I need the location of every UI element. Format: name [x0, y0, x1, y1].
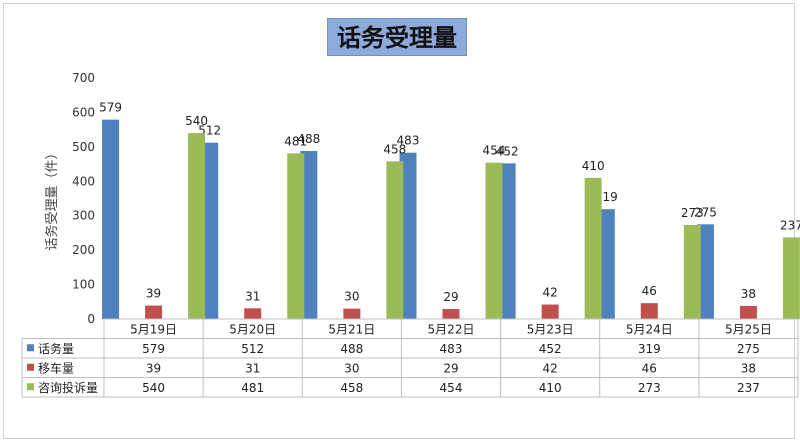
data-label: 275: [694, 205, 717, 219]
legend-key-1: [27, 344, 34, 352]
table-cell: 46: [642, 361, 657, 375]
table-cell: 39: [146, 361, 161, 375]
data-label: 452: [496, 144, 519, 158]
bar-2-7: [739, 305, 757, 319]
data-label: 42: [543, 286, 558, 300]
table-cell: 488: [340, 342, 363, 356]
table-cell: 237: [737, 381, 760, 395]
data-label: 483: [397, 134, 420, 148]
data-label: 458: [383, 142, 406, 156]
legend-label-1: 话务量: [38, 341, 74, 356]
data-label: 410: [582, 159, 605, 173]
table-cell: 42: [543, 361, 558, 375]
bar-1-7: [696, 224, 714, 319]
bar-2-1: [145, 305, 163, 319]
bar-3-3: [386, 161, 404, 319]
y-axis-label: 话务受理量（件）: [44, 146, 60, 250]
bar-3-5: [584, 177, 602, 319]
table-cell: 410: [539, 381, 562, 395]
data-label: 579: [99, 101, 122, 115]
y-tick-label: 100: [72, 278, 95, 292]
bar-2-5: [541, 304, 559, 319]
bar-1-3: [300, 150, 318, 319]
data-label: 30: [344, 290, 359, 304]
x-category-label: 5月21日: [328, 322, 375, 336]
data-label: 481: [284, 134, 307, 148]
table-cell: 579: [142, 342, 165, 356]
table-cell: 481: [241, 381, 264, 395]
table-cell: 512: [241, 342, 264, 356]
data-label: 273: [681, 206, 704, 220]
data-label: 540: [185, 114, 208, 128]
legend-key-2: [27, 363, 34, 371]
data-label: 488: [297, 132, 320, 146]
table-cell: 540: [142, 381, 165, 395]
y-tick-label: 600: [72, 105, 95, 119]
table-cell: 483: [440, 342, 463, 356]
table-cell: 29: [443, 361, 458, 375]
bar-2-6: [640, 303, 658, 319]
table-cell: 275: [737, 342, 760, 356]
table-cell: 273: [638, 381, 661, 395]
bar-3-4: [485, 162, 503, 319]
table-cell: 30: [344, 361, 359, 375]
chart-title: 话务受理量: [327, 18, 467, 56]
data-label: 31: [245, 289, 260, 303]
x-category-label: 5月22日: [428, 322, 475, 336]
bar-3-7: [782, 237, 800, 319]
data-label: 29: [443, 290, 458, 304]
bar-3-6: [683, 225, 701, 319]
bar-1-6: [597, 209, 615, 319]
bar-1-1: [102, 119, 120, 319]
data-label: 39: [146, 287, 161, 301]
bar-1-5: [498, 163, 516, 319]
bar-2-3: [343, 308, 361, 319]
y-tick-label: 500: [72, 140, 95, 154]
x-category-label: 5月19日: [130, 322, 177, 336]
bar-2-4: [442, 309, 460, 319]
bar-1-4: [399, 152, 417, 319]
x-category-label: 5月20日: [229, 322, 276, 336]
table-cell: 31: [245, 361, 260, 375]
x-category-label: 5月24日: [626, 322, 673, 336]
table-cell: 38: [741, 361, 756, 375]
bar-2-2: [244, 308, 262, 319]
data-label: 237: [780, 218, 800, 232]
table-cell: 452: [539, 342, 562, 356]
y-tick-label: 0: [87, 312, 95, 326]
y-tick-label: 200: [72, 243, 95, 257]
y-tick-label: 700: [72, 71, 95, 85]
y-tick-label: 300: [72, 209, 95, 223]
table-cell: 319: [638, 342, 661, 356]
data-label: 38: [741, 287, 756, 301]
data-label: 46: [642, 284, 657, 298]
bar-3-2: [287, 153, 305, 319]
bar-1-2: [201, 142, 219, 319]
y-tick-label: 400: [72, 174, 95, 188]
bar-3-1: [188, 133, 206, 319]
legend-label-3: 咨询投诉量: [38, 380, 98, 395]
legend-key-3: [27, 383, 34, 391]
x-category-label: 5月23日: [527, 322, 574, 336]
table-cell: 458: [340, 381, 363, 395]
x-category-label: 5月25日: [725, 322, 772, 336]
table-cell: 454: [440, 381, 463, 395]
data-label: 454: [483, 144, 506, 158]
legend-label-2: 移车量: [38, 360, 74, 375]
